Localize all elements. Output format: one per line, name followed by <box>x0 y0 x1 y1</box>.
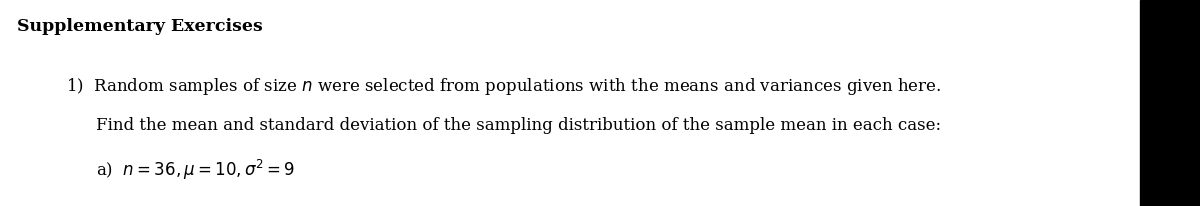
Text: Find the mean and standard deviation of the sampling distribution of the sample : Find the mean and standard deviation of … <box>96 117 941 134</box>
Text: a)  $n = 36, \mu = 10, \sigma^2 = 9$: a) $n = 36, \mu = 10, \sigma^2 = 9$ <box>96 158 295 182</box>
Text: 1)  Random samples of size $n$ were selected from populations with the means and: 1) Random samples of size $n$ were selec… <box>66 76 941 97</box>
Text: Supplementary Exercises: Supplementary Exercises <box>17 18 263 35</box>
